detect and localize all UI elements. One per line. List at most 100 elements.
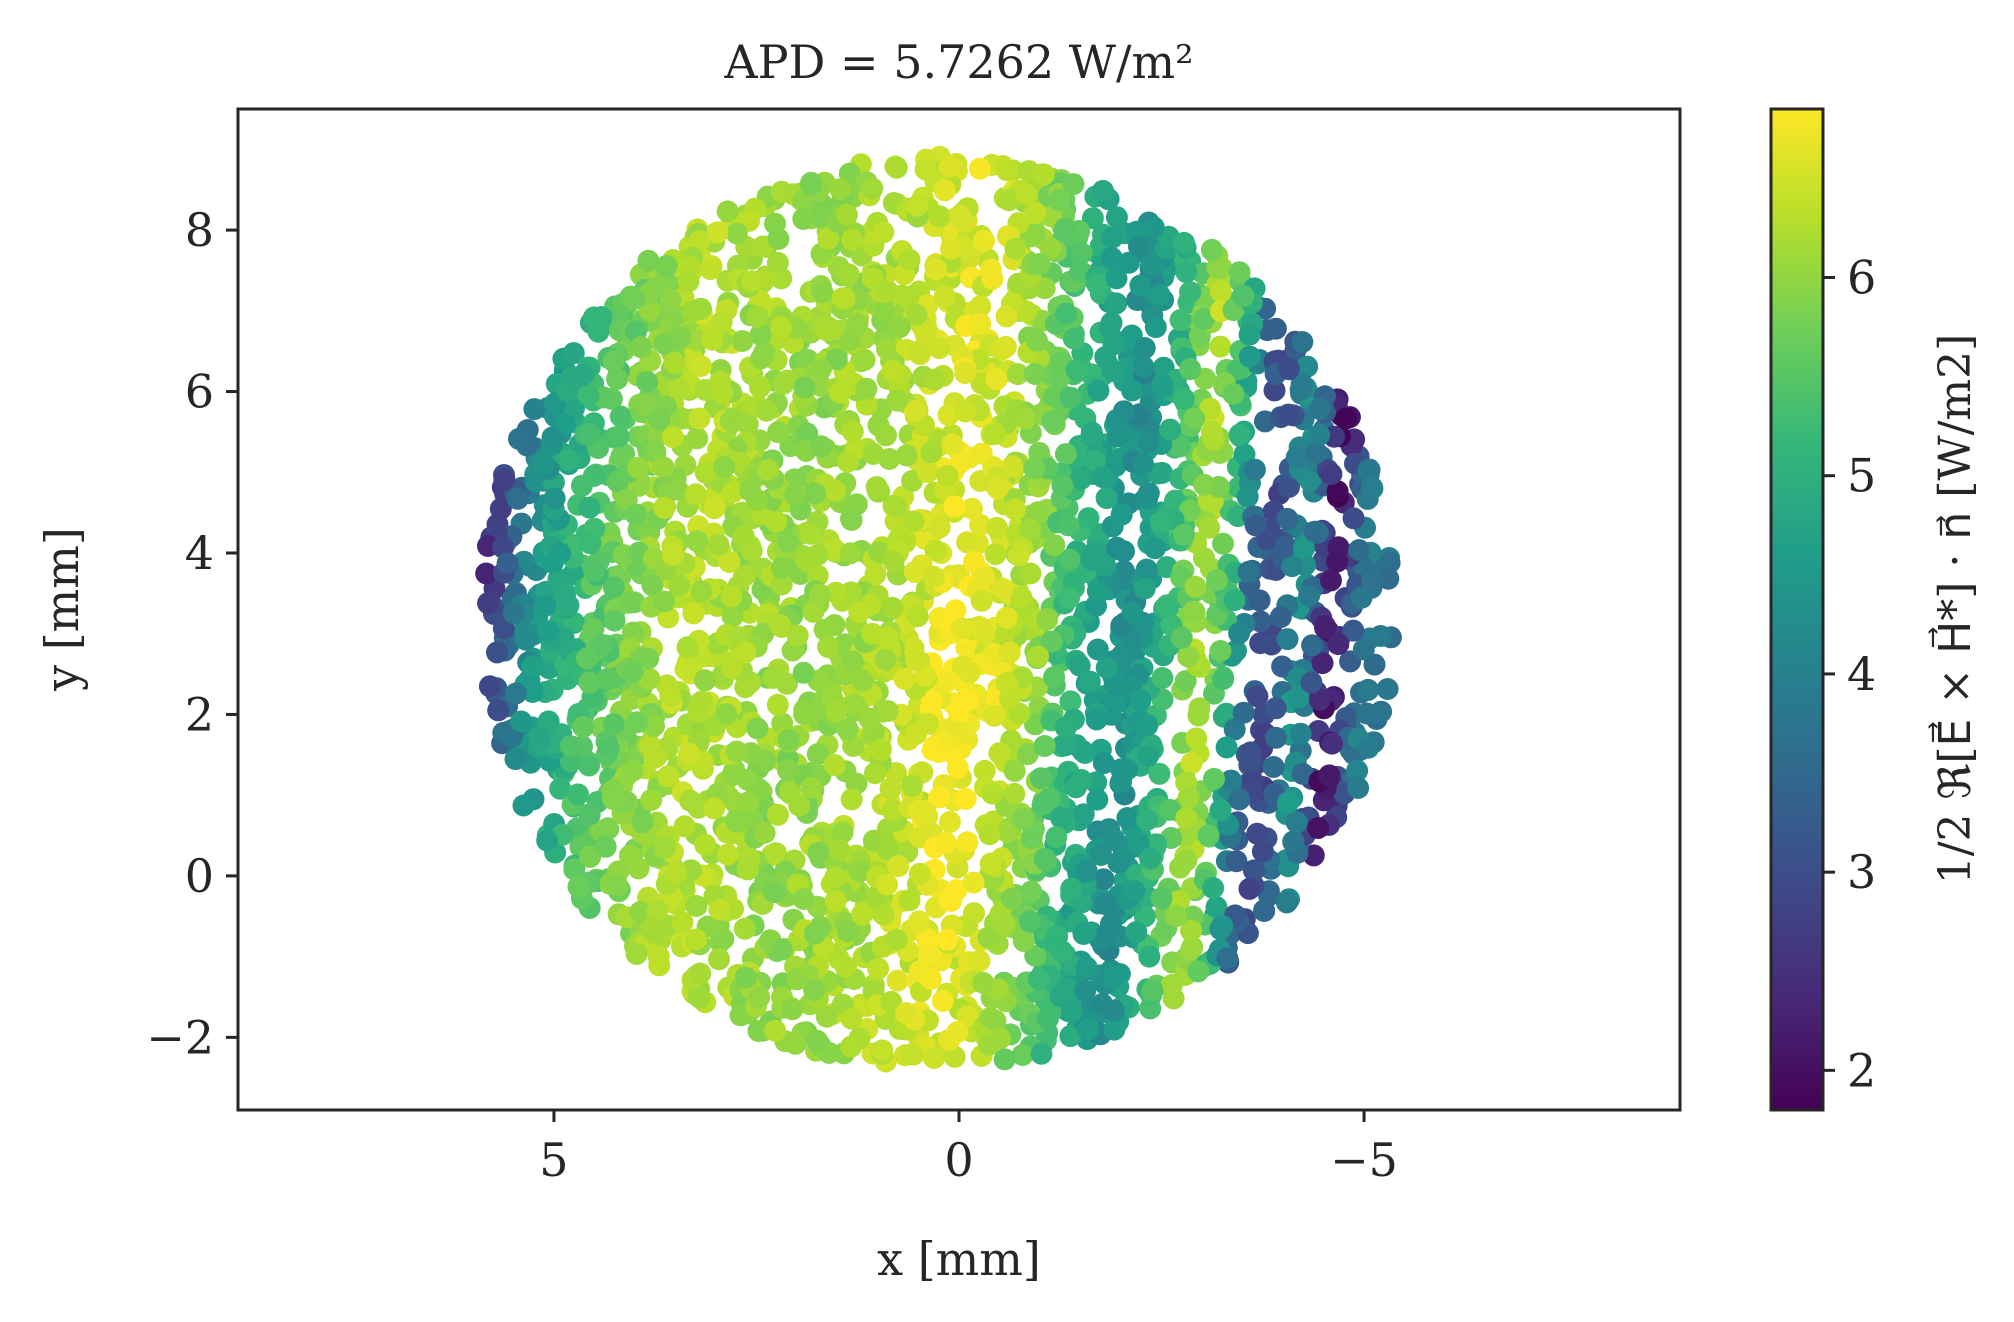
scatter-point [1223, 718, 1246, 741]
scatter-point [879, 777, 902, 800]
scatter-point [1086, 273, 1109, 296]
scatter-point [1059, 386, 1082, 409]
scatter-point [978, 823, 1001, 846]
scatter-point [1121, 601, 1144, 624]
scatter-point [603, 609, 626, 632]
scatter-point [1071, 740, 1094, 763]
scatter-point [749, 376, 771, 399]
scatter-point [1249, 610, 1272, 633]
scatter-point [1086, 638, 1109, 661]
scatter-point [1215, 736, 1238, 759]
scatter-point [514, 628, 537, 651]
scatter-point [1121, 379, 1144, 402]
scatter-point [689, 297, 712, 320]
scatter-point [917, 945, 940, 968]
scatter-point [1223, 589, 1246, 612]
scatter-point [594, 835, 617, 858]
scatter-point [799, 173, 822, 196]
colorbar-tick-label: 6 [1847, 250, 1876, 304]
scatter-point [972, 971, 995, 994]
scatter-point [623, 591, 646, 614]
scatter-point [1187, 704, 1210, 727]
scatter-point [609, 405, 632, 428]
scatter-point [1077, 1018, 1100, 1041]
scatter-point [1072, 922, 1095, 945]
scatter-point [621, 759, 644, 782]
scatter-point [898, 248, 921, 271]
scatter-point [923, 368, 946, 391]
colorbar-tick-label: 2 [1847, 1043, 1876, 1097]
scatter-point [746, 717, 769, 740]
scatter-point [1148, 284, 1171, 306]
scatter-point [1116, 758, 1139, 781]
scatter-point [1029, 767, 1052, 790]
scatter-point [1225, 850, 1248, 873]
scatter-point [1054, 734, 1077, 757]
scatter-point [1110, 644, 1133, 667]
scatter-point [646, 899, 669, 922]
scatter-point [577, 383, 600, 406]
scatter-point [1314, 616, 1337, 639]
scatter-point [962, 871, 985, 894]
scatter-point [983, 704, 1006, 727]
scatter-point [1033, 277, 1056, 300]
scatter-point [1277, 358, 1300, 381]
scatter-point [855, 377, 878, 400]
scatter-point [1357, 459, 1380, 481]
scatter-point [908, 862, 931, 885]
scatter-point [1092, 868, 1115, 891]
scatter-point [1209, 280, 1232, 303]
scatter-point [968, 157, 991, 180]
scatter-point [839, 542, 862, 565]
scatter-point [1173, 231, 1195, 254]
scatter-point [1370, 700, 1393, 723]
scatter-point [762, 666, 785, 689]
scatter-point [1287, 686, 1310, 709]
scatter-point [828, 839, 851, 861]
scatter-point [708, 948, 730, 971]
scatter-point [688, 407, 711, 430]
colorbar-gradient [1769, 107, 1825, 1112]
scatter-point [792, 888, 815, 910]
scatter-point [767, 228, 790, 250]
scatter-point [1003, 759, 1026, 782]
scatter-point [1264, 317, 1287, 340]
scatter-point [578, 496, 601, 519]
scatter-point [602, 350, 625, 373]
scatter-point [1361, 570, 1384, 593]
scatter-point [935, 671, 958, 693]
scatter-point [1361, 476, 1383, 499]
scatter-point [496, 552, 519, 575]
scatter-point [848, 860, 871, 883]
scatter-point [831, 287, 854, 310]
scatter-point [741, 270, 764, 293]
scatter-point [955, 636, 978, 659]
scatter-point [766, 693, 789, 716]
scatter-point [981, 267, 1004, 290]
scatter-point [864, 563, 887, 586]
scatter-point [709, 930, 732, 953]
scatter-point [653, 590, 676, 613]
scatter-point [875, 424, 897, 447]
scatter-point [1005, 399, 1028, 422]
scatter-point [640, 789, 663, 811]
scatter-point [575, 647, 598, 670]
scatter-point [881, 360, 904, 383]
scatter-point [969, 295, 992, 318]
scatter-point [858, 707, 881, 730]
scatter-point [824, 866, 847, 889]
scatter-point [1228, 788, 1251, 811]
scatter-point [1148, 762, 1171, 785]
scatter-point [1209, 335, 1232, 358]
scatter-point [903, 400, 926, 422]
scatter-point [1012, 808, 1035, 831]
scatter-point [969, 312, 992, 335]
scatter-point [1158, 798, 1181, 821]
scatter-point [1352, 638, 1375, 661]
scatter-point [676, 636, 699, 659]
scatter-point [1041, 410, 1064, 433]
scatter-point [694, 833, 717, 856]
scatter-point [1049, 985, 1072, 1008]
scatter-point [1263, 379, 1286, 402]
scatter-point [1075, 860, 1098, 882]
